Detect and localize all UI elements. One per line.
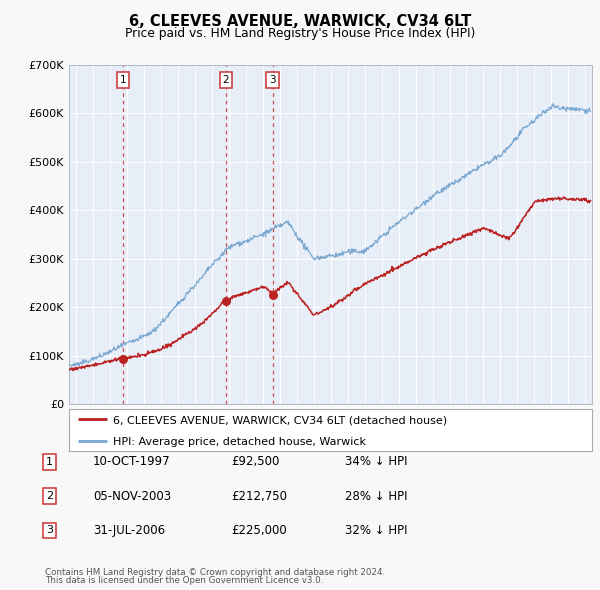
Text: Contains HM Land Registry data © Crown copyright and database right 2024.: Contains HM Land Registry data © Crown c… [45,568,385,577]
Text: 05-NOV-2003: 05-NOV-2003 [93,490,171,503]
Text: 6, CLEEVES AVENUE, WARWICK, CV34 6LT (detached house): 6, CLEEVES AVENUE, WARWICK, CV34 6LT (de… [113,415,448,425]
Text: 1: 1 [46,457,53,467]
Text: 10-OCT-1997: 10-OCT-1997 [93,455,170,468]
Text: 3: 3 [46,526,53,535]
Text: This data is licensed under the Open Government Licence v3.0.: This data is licensed under the Open Gov… [45,576,323,585]
Text: £225,000: £225,000 [231,524,287,537]
Text: 32% ↓ HPI: 32% ↓ HPI [345,524,407,537]
Text: 3: 3 [269,75,276,85]
Text: 31-JUL-2006: 31-JUL-2006 [93,524,165,537]
Text: 2: 2 [46,491,53,501]
Text: £92,500: £92,500 [231,455,280,468]
Text: 2: 2 [223,75,229,85]
Text: 1: 1 [120,75,127,85]
Text: 34% ↓ HPI: 34% ↓ HPI [345,455,407,468]
Text: 6, CLEEVES AVENUE, WARWICK, CV34 6LT: 6, CLEEVES AVENUE, WARWICK, CV34 6LT [129,14,471,29]
Text: £212,750: £212,750 [231,490,287,503]
Text: 28% ↓ HPI: 28% ↓ HPI [345,490,407,503]
Text: Price paid vs. HM Land Registry's House Price Index (HPI): Price paid vs. HM Land Registry's House … [125,27,475,40]
Text: HPI: Average price, detached house, Warwick: HPI: Average price, detached house, Warw… [113,437,367,447]
